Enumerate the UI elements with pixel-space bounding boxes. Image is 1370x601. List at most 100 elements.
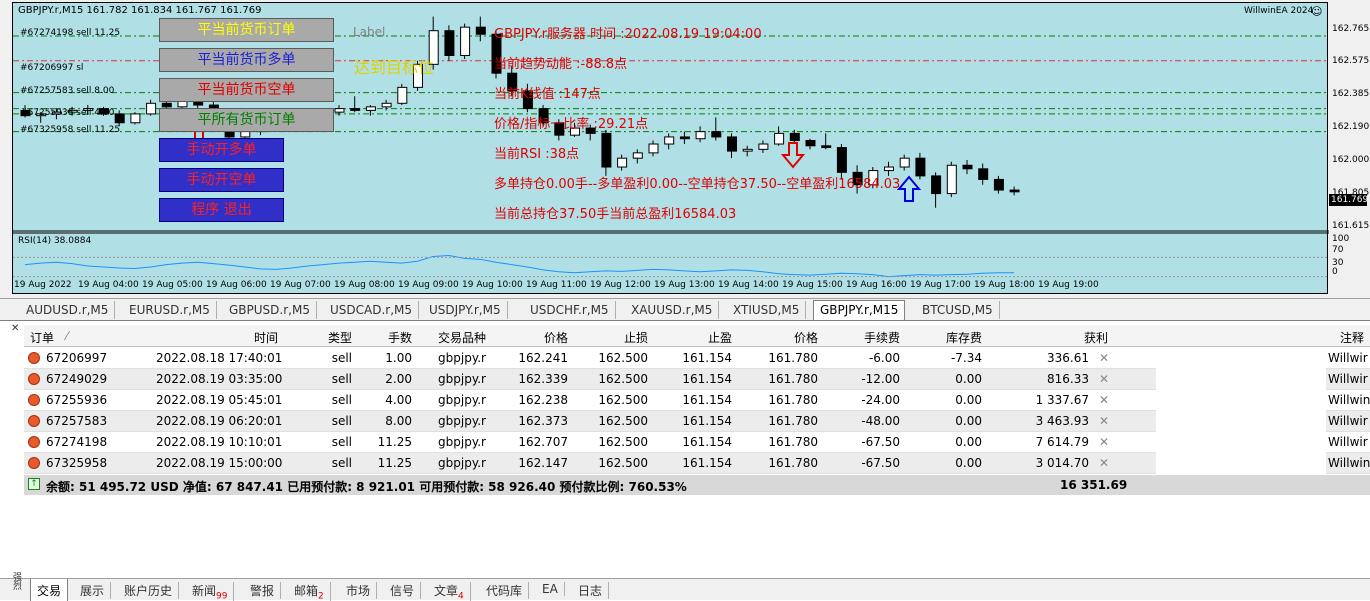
close-all-orders-button[interactable]: 平所有货币订单 xyxy=(159,108,334,132)
cell-order: 67206997 xyxy=(46,351,108,365)
close-icon[interactable]: ✕ xyxy=(11,323,20,334)
symbol-tab[interactable]: XTIUSD,M5 xyxy=(727,301,807,319)
symbol-tab[interactable]: GBPUSD.r,M5 xyxy=(223,301,317,319)
cell-profit: 3 463.93 xyxy=(1035,414,1089,428)
info-trend-momentum: 当前趋势动能 :-88.8点 xyxy=(494,57,628,72)
candle-body xyxy=(993,178,1004,191)
sell-order-icon xyxy=(28,457,40,469)
terminal-tab[interactable]: 交易 xyxy=(30,579,69,601)
close-order-icon[interactable]: ✕ xyxy=(1099,393,1110,407)
table-row[interactable]: 67206997 2022.08.18 17:40:01 sell 1.00 gbpjp… xyxy=(24,348,1370,369)
candle-body xyxy=(460,26,471,56)
cell-swap: 0.00 xyxy=(955,372,982,386)
table-row[interactable]: 67274198 2022.08.19 10:10:01 sell 11.25 gbpj… xyxy=(24,432,1370,453)
cell-cur_price: 161.780 xyxy=(768,456,818,470)
candle-body xyxy=(130,113,141,124)
terminal-tab[interactable]: 信号 xyxy=(384,582,422,599)
table-row[interactable]: 67325958 2022.08.19 15:00:00 sell 11.25 gbpj… xyxy=(24,453,1370,474)
terminal-tab[interactable]: 市场 xyxy=(340,582,378,599)
y-tick: 162.575 xyxy=(1332,56,1370,66)
terminal-tab[interactable]: 邮箱2 xyxy=(288,582,331,601)
col-order[interactable]: 订单 xyxy=(30,331,55,345)
terminal-tab[interactable]: 账户历史 xyxy=(118,582,180,599)
close-current-buys-button[interactable]: 平当前货币多单 xyxy=(159,48,334,72)
cell-swap: 0.00 xyxy=(955,435,982,449)
candle-body xyxy=(946,164,957,195)
terminal-tab[interactable]: 文章4 xyxy=(428,582,471,601)
symbol-tab[interactable]: XAUUSD.r,M5 xyxy=(625,301,720,319)
manual-open-buy-button[interactable]: 手动开多单 xyxy=(159,138,284,162)
col-cur-price[interactable]: 价格 xyxy=(793,331,818,345)
cell-order: 67257583 xyxy=(46,414,108,428)
cell-comment: Willwin2 xyxy=(1328,393,1370,407)
cell-type: sell xyxy=(331,456,352,470)
col-symbol[interactable]: 交易品种 xyxy=(437,331,486,345)
candle-body xyxy=(554,122,565,136)
tab-label: 信号 xyxy=(390,584,415,598)
exit-program-button[interactable]: 程序 退出 xyxy=(159,198,284,222)
manual-open-sell-button[interactable]: 手动开空单 xyxy=(159,168,284,192)
rsi-label: RSI(14) 38.0884 xyxy=(18,236,92,246)
account-summary: ↑ 余额: 51 495.72 USD 净值: 67 847.41 已用预付款:… xyxy=(24,475,1370,495)
candle-body xyxy=(836,147,847,173)
symbol-tab[interactable]: EURUSD.r,M5 xyxy=(123,301,217,319)
col-profit[interactable]: 获利 xyxy=(1083,331,1108,345)
terminal-tab[interactable]: 日志 xyxy=(572,582,610,599)
col-tp[interactable]: 止盈 xyxy=(707,331,732,345)
symbol-tab[interactable]: USDCHF.r,M5 xyxy=(524,301,616,319)
close-current-sells-button[interactable]: 平当前货币空单 xyxy=(159,78,334,102)
terminal-tab[interactable]: 代码库 xyxy=(480,582,530,599)
candle-body xyxy=(365,106,376,111)
close-current-orders-button[interactable]: 平当前货币订单 xyxy=(159,18,334,42)
col-sl[interactable]: 止损 xyxy=(623,331,648,345)
col-commission[interactable]: 手续费 xyxy=(863,331,900,345)
cell-sl: 162.500 xyxy=(598,393,648,407)
cell-profit: 336.61 xyxy=(1047,351,1089,365)
close-order-icon[interactable]: ✕ xyxy=(1099,351,1110,365)
x-tick: 19 Aug 2022 xyxy=(14,280,72,290)
candle-body xyxy=(240,131,251,138)
candle-body xyxy=(884,166,894,172)
col-comment[interactable]: 注释 xyxy=(1340,331,1365,345)
y-tick: 162.000 xyxy=(1332,155,1370,165)
table-row[interactable]: 67249029 2022.08.19 03:35:00 sell 2.00 gbpjp… xyxy=(24,369,1370,390)
candle-body xyxy=(868,170,879,186)
candle-body xyxy=(711,131,722,138)
terminal-tab[interactable]: 警报 xyxy=(244,582,282,599)
cell-comment: Willwin2 xyxy=(1328,456,1370,470)
candle-body xyxy=(334,108,345,113)
symbol-tab[interactable]: BTCUSD,M5 xyxy=(916,301,1000,319)
close-order-icon[interactable]: ✕ xyxy=(1099,372,1110,386)
candle-body xyxy=(114,113,125,124)
table-row[interactable]: 67255936 2022.08.19 05:45:01 sell 4.00 gbpjp… xyxy=(24,390,1370,411)
col-price[interactable]: 价格 xyxy=(543,331,568,345)
table-row[interactable]: 67257583 2022.08.19 06:20:01 sell 8.00 gbpjp… xyxy=(24,411,1370,432)
terminal-tab[interactable]: EA xyxy=(536,582,565,596)
cell-symbol: gbpjpy.r xyxy=(438,372,486,386)
smiley-icon: ☺ xyxy=(1311,5,1323,18)
candle-body xyxy=(978,168,989,180)
tab-badge: 4 xyxy=(458,591,464,601)
col-lots[interactable]: 手数 xyxy=(387,331,412,345)
symbol-tab[interactable]: USDJPY.r,M5 xyxy=(423,301,508,319)
info-total: 当前总持仓37.50手当前总盈利16584.03 xyxy=(494,207,737,222)
terminal-tab[interactable]: 展示 xyxy=(74,582,112,599)
col-type[interactable]: 类型 xyxy=(327,331,352,345)
info-rsi: 当前RSI :38点 xyxy=(494,147,580,162)
close-order-icon[interactable]: ✕ xyxy=(1099,456,1110,470)
col-time[interactable]: 时间 xyxy=(253,331,278,345)
x-tick: 19 Aug 08:00 xyxy=(334,280,395,290)
terminal-tab[interactable]: 新闻99 xyxy=(186,582,235,601)
close-order-icon[interactable]: ✕ xyxy=(1099,435,1110,449)
symbol-tab[interactable]: GBPJPY.r,M15 xyxy=(813,300,906,320)
cell-commission: -67.50 xyxy=(861,435,900,449)
y-tick: 161.615 xyxy=(1332,221,1370,231)
cell-symbol: gbpjpy.r xyxy=(438,393,486,407)
close-order-icon[interactable]: ✕ xyxy=(1099,414,1110,428)
tab-label: EA xyxy=(542,582,558,596)
symbol-tab[interactable]: USDCAD.r,M5 xyxy=(324,301,420,319)
cell-type: sell xyxy=(331,351,352,365)
cell-profit: 1 337.67 xyxy=(1035,393,1089,407)
col-swap[interactable]: 库存费 xyxy=(945,331,982,345)
symbol-tab[interactable]: AUDUSD.r,M5 xyxy=(20,301,116,319)
